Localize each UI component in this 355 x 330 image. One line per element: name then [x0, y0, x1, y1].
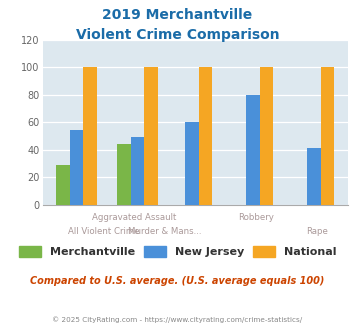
Text: Violent Crime Comparison: Violent Crime Comparison: [76, 28, 279, 42]
Text: © 2025 CityRating.com - https://www.cityrating.com/crime-statistics/: © 2025 CityRating.com - https://www.city…: [53, 317, 302, 323]
Bar: [131, 137, 144, 205]
Bar: [198, 67, 212, 205]
Bar: [321, 67, 334, 205]
Bar: [83, 67, 97, 205]
Text: Aggravated Assault: Aggravated Assault: [92, 213, 176, 222]
Bar: [70, 130, 83, 205]
Bar: [246, 95, 260, 205]
Legend: Merchantville, New Jersey, National: Merchantville, New Jersey, National: [14, 242, 341, 261]
Bar: [307, 148, 321, 205]
Bar: [118, 144, 131, 205]
Bar: [144, 67, 158, 205]
Text: Murder & Mans...: Murder & Mans...: [128, 227, 202, 236]
Bar: [185, 122, 198, 205]
Text: Compared to U.S. average. (U.S. average equals 100): Compared to U.S. average. (U.S. average …: [30, 276, 325, 285]
Text: Robbery: Robbery: [238, 213, 274, 222]
Text: All Violent Crime: All Violent Crime: [68, 227, 140, 236]
Text: Rape: Rape: [306, 227, 328, 236]
Bar: [56, 165, 70, 205]
Bar: [260, 67, 273, 205]
Text: 2019 Merchantville: 2019 Merchantville: [102, 8, 253, 22]
